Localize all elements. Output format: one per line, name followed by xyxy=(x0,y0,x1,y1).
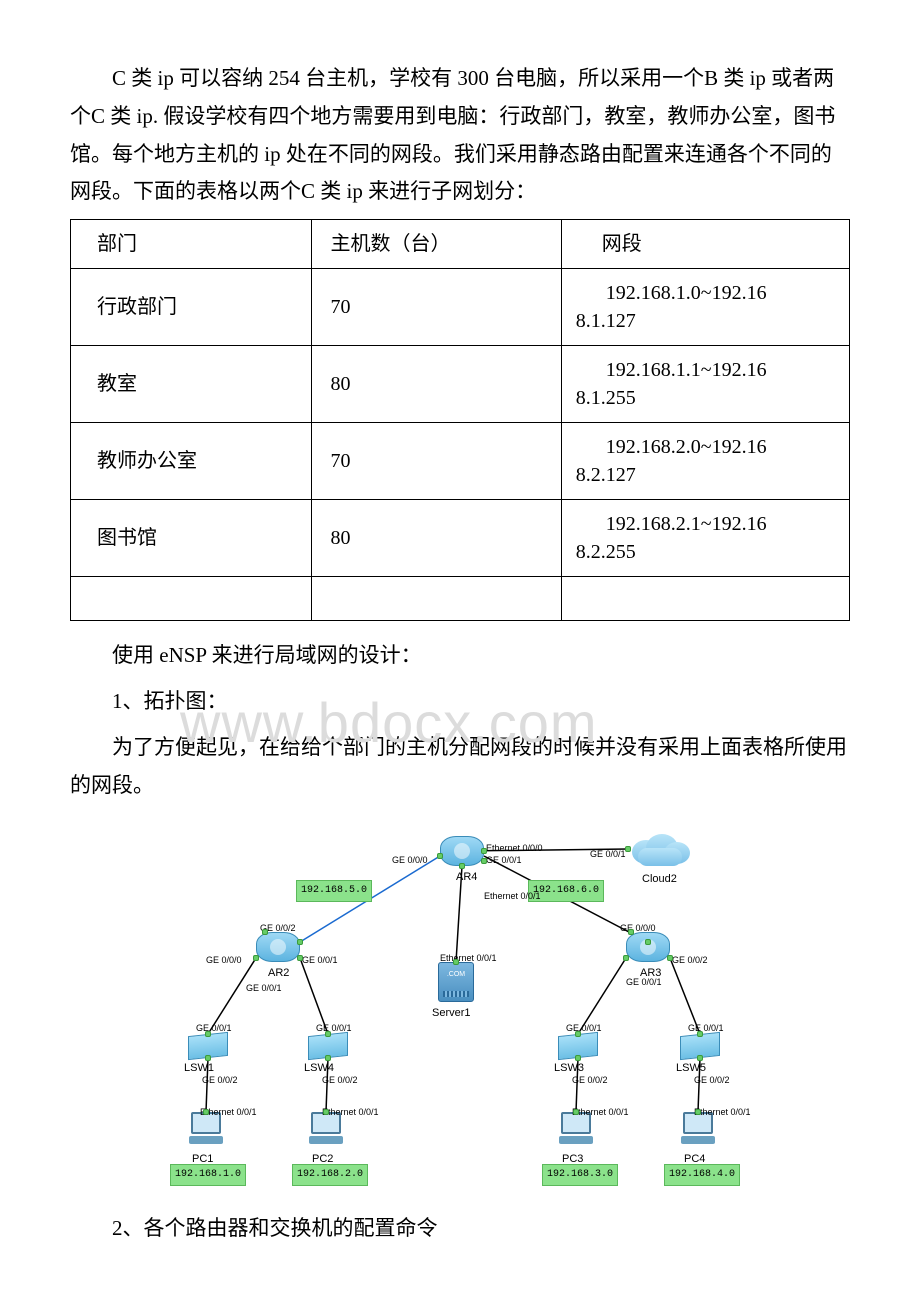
port-dot-icon xyxy=(253,955,259,961)
interface-label: GE 0/0/0 xyxy=(392,852,428,868)
port-dot-icon xyxy=(459,863,465,869)
router-icon xyxy=(626,932,670,962)
cell-dept: 行政部门 xyxy=(71,269,312,346)
interface-label: Ethernet 0/0/1 xyxy=(484,888,541,904)
cell-dept: 教师办公室 xyxy=(71,423,312,500)
segment-line1: 192.168.2.0~192.16 xyxy=(576,433,835,461)
interface-label: GE 0/0/1 xyxy=(302,952,338,968)
subnet-table: 部门 主机数（台） 网段 行政部门 70 192.168.1.0~192.16 … xyxy=(70,219,850,621)
port-dot-icon xyxy=(575,1031,581,1037)
cell-hosts: 70 xyxy=(312,423,561,500)
interface-label: Ethernet 0/0/1 xyxy=(322,1104,379,1120)
interface-label: GE 0/0/1 xyxy=(486,852,522,868)
table-row: 行政部门 70 192.168.1.0~192.16 8.1.127 xyxy=(71,269,850,346)
server-label: Server1 xyxy=(432,1004,471,1024)
port-dot-icon xyxy=(325,1031,331,1037)
router-icon xyxy=(440,836,484,866)
cell-segment: 192.168.1.0~192.16 8.1.127 xyxy=(561,269,849,346)
port-dot-icon xyxy=(623,955,629,961)
header-segment: 网段 xyxy=(561,220,849,269)
server-icon xyxy=(438,962,474,1002)
cloud-label: Cloud2 xyxy=(642,870,677,890)
port-dot-icon xyxy=(437,853,443,859)
cell-dept: 图书馆 xyxy=(71,500,312,577)
cell-segment: 192.168.2.0~192.16 8.2.127 xyxy=(561,423,849,500)
after-table-line: 使用 eNSP 来进行局域网的设计： xyxy=(70,637,850,675)
port-dot-icon xyxy=(667,955,673,961)
port-dot-icon xyxy=(573,1109,579,1115)
topology-diagram: AR4AR2AR3LSW1LSW4LSW3LSW5Server1Cloud2PC… xyxy=(140,822,780,1192)
interface-label: GE 0/0/0 xyxy=(206,952,242,968)
interface-label: GE 0/0/1 xyxy=(626,974,662,990)
cell-dept: 教室 xyxy=(71,346,312,423)
port-dot-icon xyxy=(262,929,268,935)
interface-label: GE 0/0/2 xyxy=(672,952,708,968)
port-dot-icon xyxy=(297,955,303,961)
segment-line1: 192.168.1.1~192.16 xyxy=(576,356,835,384)
port-dot-icon xyxy=(481,848,487,854)
port-dot-icon xyxy=(453,959,459,965)
segment-line2: 8.2.255 xyxy=(576,538,835,566)
network-label: 192.168.5.0 xyxy=(296,880,372,902)
step2-label: 2、各个路由器和交换机的配置命令 xyxy=(70,1210,850,1248)
interface-label: GE 0/0/2 xyxy=(572,1072,608,1088)
interface-label: GE 0/0/1 xyxy=(316,1020,352,1036)
interface-label: Ethernet 0/0/1 xyxy=(440,950,497,966)
port-dot-icon xyxy=(628,929,634,935)
port-dot-icon xyxy=(625,846,631,852)
interface-label: GE 0/0/1 xyxy=(196,1020,232,1036)
cell-segment: 192.168.1.1~192.16 8.1.255 xyxy=(561,346,849,423)
interface-label: Ethernet 0/0/1 xyxy=(572,1104,629,1120)
step1-label: 1、拓扑图： xyxy=(70,683,850,721)
cell-hosts: 80 xyxy=(312,500,561,577)
port-dot-icon xyxy=(697,1055,703,1061)
port-dot-icon xyxy=(297,939,303,945)
intro-paragraph: C 类 ip 可以容纳 254 台主机，学校有 300 台电脑，所以采用一个B … xyxy=(70,60,850,211)
port-dot-icon xyxy=(645,939,651,945)
interface-label: GE 0/0/1 xyxy=(688,1020,724,1036)
cell-hosts: 70 xyxy=(312,269,561,346)
table-row: 教室 80 192.168.1.1~192.16 8.1.255 xyxy=(71,346,850,423)
header-hosts: 主机数（台） xyxy=(312,220,561,269)
cell-segment: 192.168.2.1~192.16 8.2.255 xyxy=(561,500,849,577)
segment-line2: 8.1.255 xyxy=(576,384,835,412)
header-dept: 部门 xyxy=(71,220,312,269)
interface-label: GE 0/0/1 xyxy=(246,980,282,996)
step1-note: 为了方便起见，在给给个部门的主机分配网段的时候并没有采用上面表格所使用的网段。 xyxy=(70,729,850,805)
network-label: 192.168.2.0 xyxy=(292,1164,368,1186)
cloud-icon xyxy=(628,830,690,868)
network-label: 192.168.3.0 xyxy=(542,1164,618,1186)
network-label: 192.168.4.0 xyxy=(664,1164,740,1186)
router-icon xyxy=(256,932,300,962)
table-row: 教师办公室 70 192.168.2.0~192.16 8.2.127 xyxy=(71,423,850,500)
port-dot-icon xyxy=(481,858,487,864)
table-empty-row xyxy=(71,577,850,621)
network-label: 192.168.1.0 xyxy=(170,1164,246,1186)
cell-hosts: 80 xyxy=(312,346,561,423)
table-row: 图书馆 80 192.168.2.1~192.16 8.2.255 xyxy=(71,500,850,577)
port-dot-icon xyxy=(695,1109,701,1115)
port-dot-icon xyxy=(325,1055,331,1061)
interface-label: GE 0/0/0 xyxy=(620,920,656,936)
interface-label: GE 0/0/2 xyxy=(322,1072,358,1088)
port-dot-icon xyxy=(203,1109,209,1115)
segment-line2: 8.1.127 xyxy=(576,307,835,335)
interface-label: GE 0/0/2 xyxy=(694,1072,730,1088)
interface-label: Ethernet 0/0/1 xyxy=(694,1104,751,1120)
interface-label: GE 0/0/1 xyxy=(566,1020,602,1036)
port-dot-icon xyxy=(323,1109,329,1115)
port-dot-icon xyxy=(205,1055,211,1061)
interface-label: GE 0/0/2 xyxy=(202,1072,238,1088)
port-dot-icon xyxy=(575,1055,581,1061)
segment-line1: 192.168.2.1~192.16 xyxy=(576,510,835,538)
segment-line1: 192.168.1.0~192.16 xyxy=(576,279,835,307)
table-header-row: 部门 主机数（台） 网段 xyxy=(71,220,850,269)
interface-label: GE 0/0/1 xyxy=(590,846,626,862)
port-dot-icon xyxy=(697,1031,703,1037)
router-label: AR4 xyxy=(456,868,477,888)
segment-line2: 8.2.127 xyxy=(576,461,835,489)
port-dot-icon xyxy=(205,1031,211,1037)
